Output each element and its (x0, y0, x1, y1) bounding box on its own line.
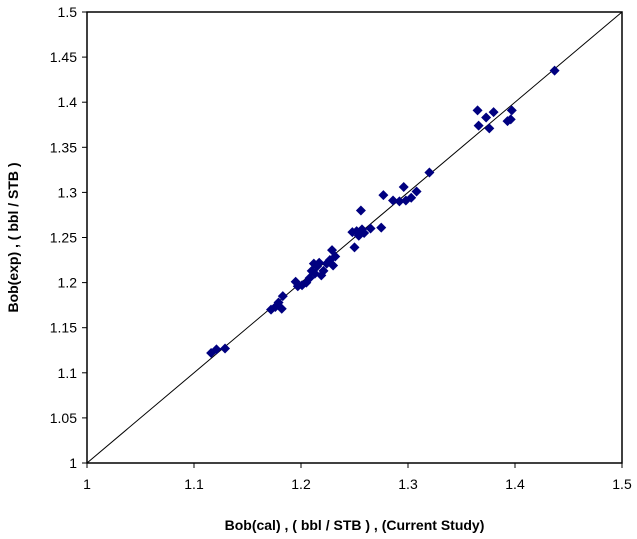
data-point (328, 260, 339, 271)
data-point (411, 186, 422, 197)
x-tick-label: 1.1 (184, 476, 204, 492)
data-point (424, 167, 435, 178)
x-tick-label: 1.4 (505, 476, 525, 492)
data-point (276, 303, 287, 314)
data-point (484, 123, 495, 134)
data-point (330, 251, 341, 262)
y-tick-label: 1.5 (58, 4, 78, 20)
y-tick-label: 1.3 (58, 184, 78, 200)
y-tick-label: 1.2 (58, 275, 78, 291)
data-point (220, 343, 231, 354)
data-point (481, 112, 492, 123)
data-point (473, 120, 484, 131)
data-points (206, 65, 560, 358)
data-point (318, 265, 329, 276)
reference-line-y-equals-x (86, 11, 623, 464)
data-point (506, 105, 517, 116)
data-point (211, 344, 222, 355)
y-tick-label: 1.45 (50, 49, 77, 65)
x-tick-label: 1.3 (398, 476, 418, 492)
data-point (388, 195, 399, 206)
data-point (277, 291, 288, 302)
x-axis-ticks: 1 1.1 1.2 1.3 1.4 1.5 (83, 463, 632, 492)
x-tick-label: 1.2 (291, 476, 311, 492)
data-point (359, 227, 370, 238)
data-point (376, 222, 387, 233)
data-point (488, 107, 499, 118)
data-point (398, 181, 409, 192)
data-point (472, 105, 483, 116)
y-tick-label: 1.1 (58, 365, 78, 381)
data-point (349, 242, 360, 253)
data-point (549, 65, 560, 76)
data-point (378, 190, 389, 201)
data-point (314, 257, 325, 268)
y-tick-label: 1.4 (58, 94, 78, 110)
data-point (406, 192, 417, 203)
data-point (394, 196, 405, 207)
x-tick-label: 1.5 (612, 476, 632, 492)
x-tick-label: 1 (83, 476, 91, 492)
y-tick-label: 1.35 (50, 139, 77, 155)
data-point (355, 205, 366, 216)
y-tick-label: 1.25 (50, 230, 77, 246)
data-point (505, 114, 516, 125)
y-tick-label: 1.15 (50, 320, 77, 336)
y-axis-title: Bob(exp) , ( bbl / STB ) (5, 162, 21, 312)
y-axis-ticks: 1 1.05 1.1 1.15 1.2 1.25 1.3 1.35 1.4 1.45 1.5 (50, 4, 87, 471)
y-tick-label: 1.05 (50, 410, 77, 426)
y-tick-label: 1 (69, 455, 77, 471)
data-point (365, 223, 376, 234)
x-axis-title: Bob(cal) , ( bbl / STB ) , (Current Stud… (225, 517, 485, 533)
